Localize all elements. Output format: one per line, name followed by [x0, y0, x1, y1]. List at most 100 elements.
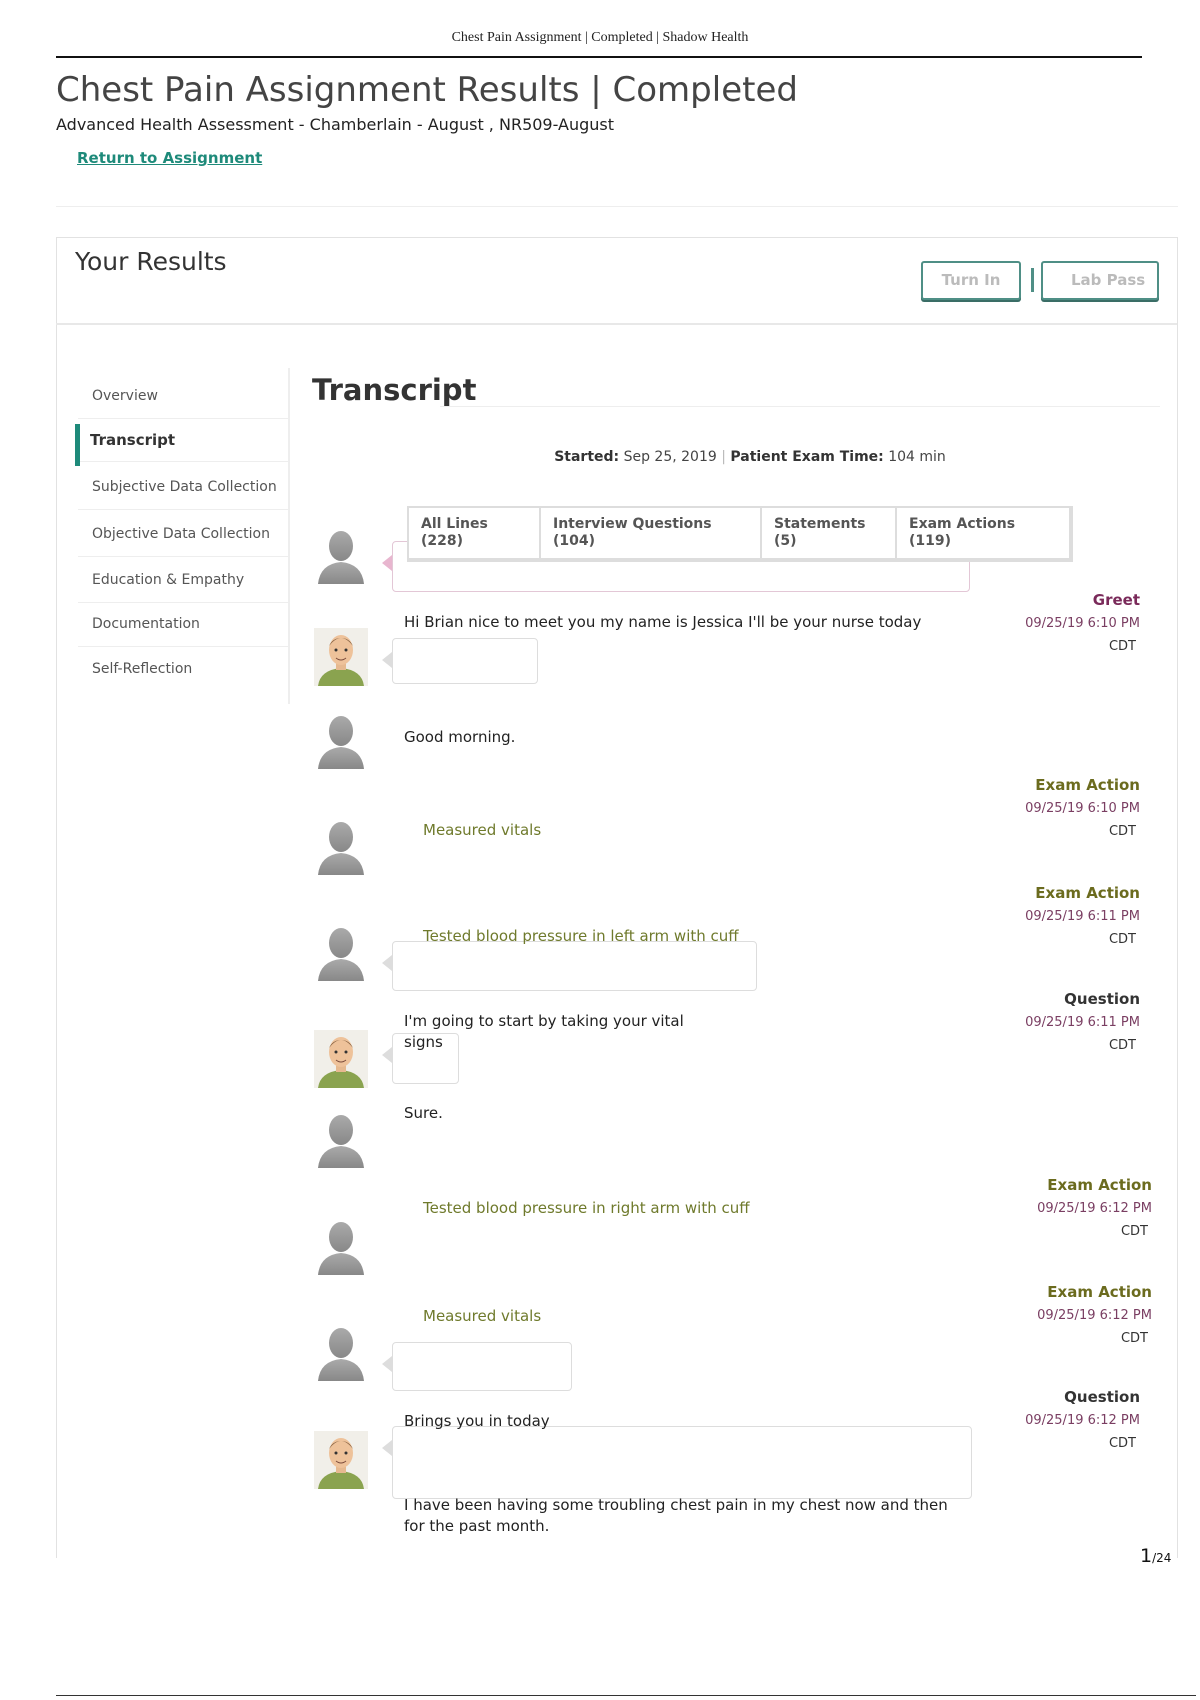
bubble-pointer: [382, 652, 392, 668]
entry-meta: Exam Action 09/25/19 6:12 PM CDT: [1037, 1174, 1152, 1243]
sidebar-item-subjective-data-collection[interactable]: Subjective Data Collection: [92, 479, 277, 495]
tab-label: Statements: [774, 516, 866, 532]
sidebar-separator: [78, 602, 288, 603]
entry-timezone: CDT: [1108, 824, 1136, 839]
entry-text: I have been having some troubling chest …: [404, 1496, 948, 1535]
sidebar-item-objective-data-collection[interactable]: Objective Data Collection: [92, 526, 270, 542]
nurse-avatar: [314, 628, 368, 686]
entry-text: Hi Brian nice to meet you my name is Jes…: [404, 613, 922, 631]
patient-avatar-icon: [314, 1325, 368, 1381]
entry-type-label: Exam Action: [1047, 1283, 1152, 1301]
tab-count: (228): [421, 533, 464, 549]
exam-time-value: 104 min: [888, 449, 946, 465]
tab-label: Interview Questions: [553, 516, 712, 532]
results-panel: [56, 237, 1178, 1558]
tab-count: (5): [774, 533, 797, 549]
results-header-rule: [56, 323, 1177, 325]
sidebar-separator: [78, 646, 288, 647]
tab-count: (119): [909, 533, 952, 549]
tab-statements[interactable]: Statements (5): [762, 508, 897, 558]
active-indicator: [75, 424, 80, 466]
entry-timestamp: 09/25/19 6:12 PM: [1037, 1201, 1152, 1216]
patient-avatar-icon: [314, 1112, 368, 1168]
started-label: Started:: [554, 449, 620, 465]
entry-meta: Exam Action 09/25/19 6:12 PM CDT: [1037, 1281, 1152, 1350]
transcript-filter-tabs: All Lines (228) Interview Questions (104) St…: [407, 506, 1073, 562]
entry-meta: Exam Action 09/25/19 6:11 PM CDT: [1025, 882, 1140, 951]
separator: |: [721, 449, 726, 465]
entry-type-label: Question: [1064, 1388, 1140, 1406]
tab-interview-questions[interactable]: Interview Questions (104): [541, 508, 762, 558]
results-title: Your Results: [75, 247, 227, 276]
transcript-title: Transcript: [312, 373, 477, 407]
tab-count: (104): [553, 533, 596, 549]
patient-avatar-icon: [314, 528, 368, 584]
exam-time-label: Patient Exam Time:: [730, 449, 884, 465]
speech-bubble: [392, 1426, 972, 1499]
tab-label: All Lines: [421, 516, 488, 532]
nurse-avatar: [314, 1030, 368, 1088]
entry-type-label: Exam Action: [1035, 776, 1140, 794]
sidebar-item-education-empathy[interactable]: Education & Empathy: [92, 572, 245, 588]
entry-type-label: Question: [1064, 990, 1140, 1008]
page-title: Chest Pain Assignment Results | Complete…: [56, 70, 798, 110]
sidebar-item-self-reflection[interactable]: Self-Reflection: [92, 661, 193, 677]
entry-text: Measured vitals: [423, 821, 542, 839]
started-value: Sep 25, 2019: [623, 449, 717, 465]
tab-exam-actions[interactable]: Exam Actions (119): [897, 508, 1071, 558]
sidebar-item-documentation[interactable]: Documentation: [92, 616, 200, 632]
entry-meta: Exam Action 09/25/19 6:10 PM CDT: [1025, 774, 1140, 843]
sidebar-separator: [78, 418, 288, 419]
course-subtitle: Advanced Health Assessment - Chamberlain…: [56, 115, 615, 134]
footer-rule: [56, 1695, 1196, 1696]
sidebar-separator: [78, 461, 288, 462]
entry-text: Measured vitals: [423, 1307, 542, 1325]
lab-pass-button[interactable]: Lab Pass: [1041, 261, 1159, 300]
header-rule: [56, 56, 1142, 58]
patient-avatar-icon: [314, 713, 368, 769]
entry-meta: Question 09/25/19 6:11 PM CDT: [1025, 988, 1140, 1057]
sidebar-item-overview[interactable]: Overview: [92, 388, 158, 404]
patient-avatar-icon: [314, 925, 368, 981]
entry-timezone: CDT: [1108, 1436, 1136, 1451]
page-current: 1: [1140, 1545, 1153, 1567]
divider: [56, 206, 1178, 207]
entry-timezone: CDT: [1120, 1331, 1148, 1346]
sidebar-separator: [78, 556, 288, 557]
speech-bubble: [392, 638, 538, 684]
entry-text: Tested blood pressure in left arm with c…: [423, 927, 739, 945]
entry-meta: Question 09/25/19 6:12 PM CDT: [1025, 1386, 1140, 1455]
bubble-pointer: [382, 1440, 392, 1456]
sidebar-separator: [78, 509, 288, 510]
bubble-pointer: [382, 955, 392, 971]
entry-timezone: CDT: [1108, 639, 1136, 654]
entry-type-label: Exam Action: [1035, 884, 1140, 902]
entry-timestamp: 09/25/19 6:11 PM: [1025, 1015, 1140, 1030]
patient-avatar-icon: [314, 819, 368, 875]
entry-timezone: CDT: [1108, 1038, 1136, 1053]
tab-label: Exam Actions: [909, 516, 1016, 532]
sidebar-item-transcript[interactable]: Transcript: [90, 431, 176, 449]
entry-timezone: CDT: [1120, 1224, 1148, 1239]
page-total: /24: [1152, 1551, 1172, 1565]
nurse-avatar: [314, 1431, 368, 1489]
entry-timezone: CDT: [1108, 932, 1136, 947]
entry-text: Good morning.: [404, 728, 516, 746]
entry-text: Brings you in today: [404, 1412, 550, 1430]
entry-text: Sure.: [404, 1104, 443, 1122]
title-rule: [440, 406, 1160, 407]
document-header: Chest Pain Assignment | Completed | Shad…: [451, 30, 749, 45]
entry-timestamp: 09/25/19 6:10 PM: [1025, 801, 1140, 816]
exam-summary: Started: Sep 25, 2019 | Patient Exam Tim…: [300, 449, 1200, 465]
entry-timestamp: 09/25/19 6:10 PM: [1025, 616, 1140, 631]
entry-type-label: Greet: [1092, 591, 1140, 609]
turn-in-button[interactable]: Turn In: [921, 261, 1021, 300]
return-to-assignment-link[interactable]: Return to Assignment: [77, 149, 263, 167]
bubble-pointer: [382, 1047, 392, 1063]
speech-bubble: [392, 941, 757, 991]
page-number: 1/24: [1140, 1545, 1171, 1567]
entry-text: Tested blood pressure in right arm with …: [423, 1199, 750, 1217]
tab-all-lines[interactable]: All Lines (228): [409, 508, 541, 558]
patient-avatar-icon: [314, 1219, 368, 1275]
speech-bubble: [392, 1342, 572, 1391]
